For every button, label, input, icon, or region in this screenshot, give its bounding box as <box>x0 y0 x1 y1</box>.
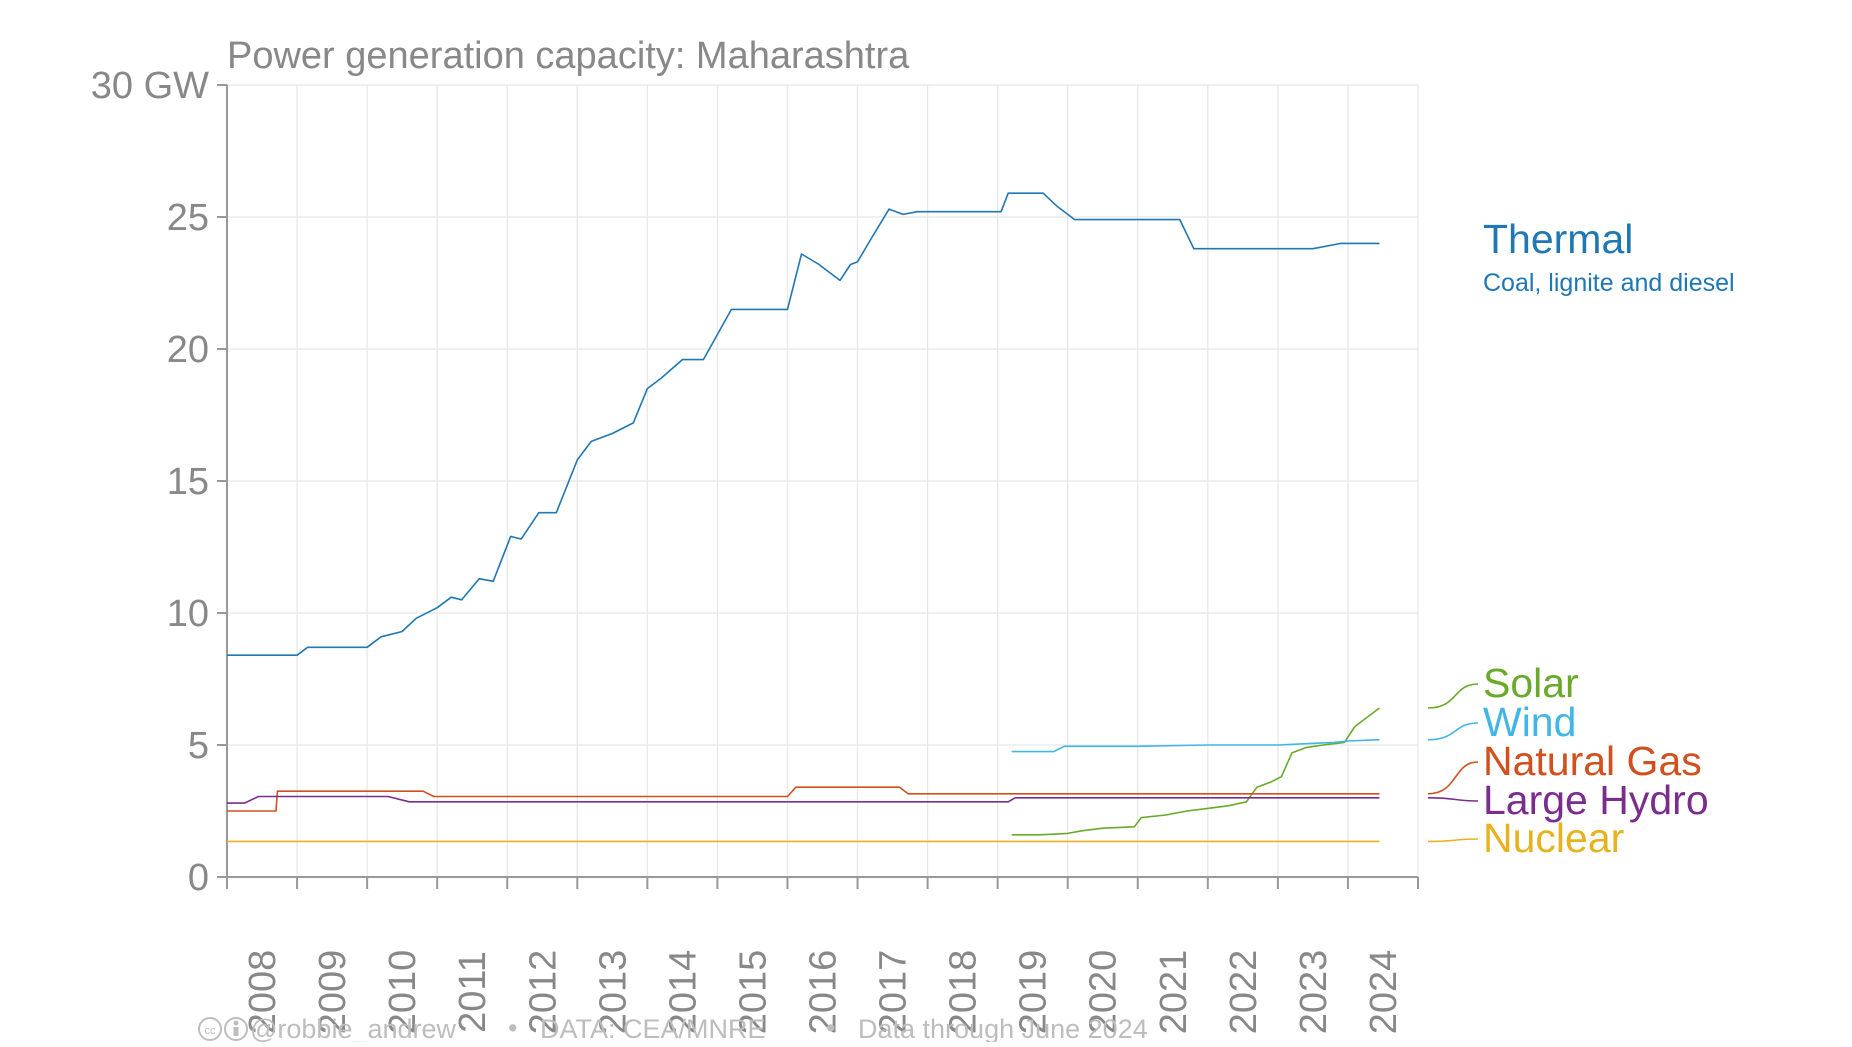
legend-connector-solar <box>1427 683 1479 709</box>
series-lines <box>227 192 1380 843</box>
legend-connector-nuclear <box>1427 838 1479 843</box>
x-tick-label: 2021 <box>1153 950 1195 1035</box>
x-tick-label: 2024 <box>1363 950 1405 1035</box>
chart-title: Power generation capacity: Maharashtra <box>227 35 910 77</box>
cc-license-icon: cc <box>198 1017 222 1041</box>
x-tick-label: 2020 <box>1083 950 1125 1035</box>
legend: Thermal Coal, lignite and diesel SolarWind… <box>1427 216 1735 861</box>
legend-label-wind: Wind <box>1483 699 1576 745</box>
x-tick-label: 2019 <box>1013 950 1055 1035</box>
x-ticks: 2008 2009 2010 2011 2012 2013 2014 2015 2016 2017… <box>226 877 1419 1035</box>
grid <box>226 84 1419 878</box>
x-tick-label: 2015 <box>732 950 774 1035</box>
y-tick-label: 10 <box>167 593 209 635</box>
x-tick-label: 2011 <box>452 951 494 1033</box>
legend-label-nuclear: Nuclear <box>1483 815 1624 861</box>
legend-connector-large-hydro <box>1427 797 1479 802</box>
footer-note: Data through June 2024 <box>858 1014 1148 1042</box>
cc-by-icon <box>224 1017 248 1041</box>
series-line-large-hydro <box>227 795 1380 804</box>
x-tick-label: 2017 <box>873 950 915 1035</box>
y-tick-label: 25 <box>167 197 209 239</box>
x-tick-label: 2014 <box>662 950 704 1035</box>
x-tick-label: 2016 <box>803 950 845 1035</box>
svg-text:cc: cc <box>205 1025 217 1037</box>
series-line-thermal <box>227 192 1380 657</box>
legend-label-thermal: Thermal <box>1483 216 1633 262</box>
legend-connector-wind <box>1427 722 1479 741</box>
y-tick-label: 5 <box>188 725 209 767</box>
series-line-solar <box>1011 707 1380 836</box>
y-tick-label: 20 <box>167 329 209 371</box>
legend-label-natural-gas: Natural Gas <box>1483 738 1702 784</box>
legend-sublabel-thermal: Coal, lignite and diesel <box>1483 269 1735 297</box>
series-line-wind <box>1011 738 1380 753</box>
legend-connector-natural-gas <box>1427 761 1479 795</box>
x-tick-label: 2010 <box>382 950 424 1035</box>
legend-label-solar: Solar <box>1483 660 1579 706</box>
y-tick-label: 0 <box>188 857 209 899</box>
footer-separator-2: • <box>826 1013 835 1042</box>
footer-source: DATA: CEA/MNRE <box>540 1014 766 1042</box>
x-tick-label: 2012 <box>522 950 564 1035</box>
y-ticks: 0 5 10 15 20 25 30 GW <box>91 65 227 899</box>
x-tick-label: 2008 <box>242 950 284 1035</box>
series-line-natural-gas <box>227 786 1380 812</box>
x-tick-label: 2023 <box>1293 950 1335 1035</box>
x-tick-label: 2018 <box>943 950 985 1035</box>
footer-credit: @robbie_andrew <box>250 1014 457 1042</box>
x-tick-label: 2013 <box>592 950 634 1035</box>
footer: cc @robbie_andrew • DATA: CEA/MNRE • Dat… <box>198 1013 1148 1044</box>
y-tick-label: 30 GW <box>91 65 209 107</box>
y-tick-label: 15 <box>167 461 209 503</box>
legend-label-large-hydro: Large Hydro <box>1483 777 1709 823</box>
x-tick-label: 2009 <box>312 950 354 1035</box>
footer-separator-1: • <box>508 1013 517 1042</box>
x-tick-label: 2022 <box>1223 950 1265 1035</box>
